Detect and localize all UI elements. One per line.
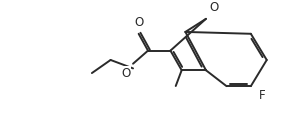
Text: O: O [134,16,143,29]
Text: F: F [258,89,265,102]
Text: O: O [210,1,219,14]
Text: O: O [121,67,130,80]
